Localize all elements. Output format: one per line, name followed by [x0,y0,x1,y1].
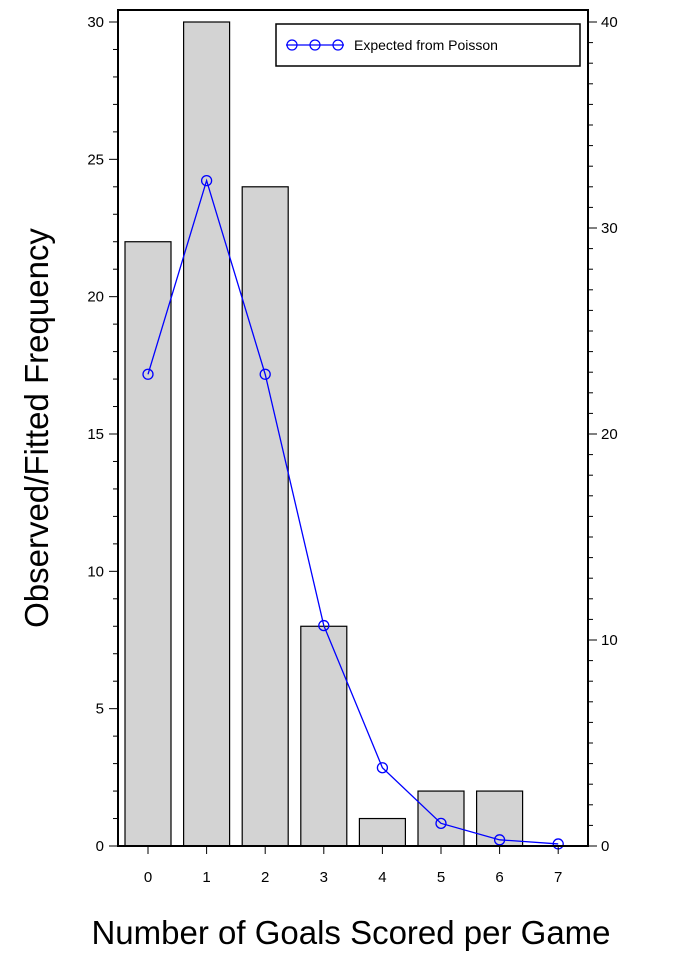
right-tick-label: 40 [601,14,618,31]
expected-point [200,174,213,187]
expected-line [147,178,559,845]
left-tick-label: 15 [87,426,104,443]
x-tick-label: 2 [261,869,269,886]
left-tick-label: 25 [87,151,104,168]
legend: Expected from Poisson [275,23,581,67]
right-tick-label: 0 [601,838,609,855]
expected-point [318,619,330,632]
bar [124,241,172,847]
x-tick-label: 4 [378,869,386,886]
legend-label: Expected from Poisson [354,37,498,53]
x-tick-label: 6 [495,869,503,886]
bar [476,790,524,847]
left-tick-label: 10 [87,563,104,580]
x-axis: 0 1 2 3 4 5 6 7 [144,846,562,886]
expected-point [435,817,447,829]
x-tick-label: 5 [437,869,445,886]
x-tick-label: 3 [320,869,328,886]
left-tick-label: 0 [96,838,104,855]
y-axis-title: Observed/Fitted Frequency [18,228,55,628]
left-tick-label: 5 [96,701,104,718]
right-tick-label: 20 [601,426,618,443]
right-tick-label: 10 [601,632,618,649]
expected-line-group [142,174,564,850]
x-tick-label: 0 [144,869,152,886]
expected-point [376,762,389,774]
legend-marker [286,39,298,51]
expected-point [493,834,506,846]
legend-marker [309,39,321,51]
left-axis: 0 5 10 15 20 25 30 [87,14,118,855]
expected-point [259,368,271,380]
x-axis-title: Number of Goals Scored per Game [91,914,610,951]
right-axis: 0 10 20 30 40 [588,14,618,855]
x-tick-label: 7 [554,869,562,886]
bars-group [124,21,524,847]
expected-point [142,368,154,380]
left-tick-label: 20 [87,289,104,306]
bar [358,817,406,847]
left-tick-label: 30 [87,14,104,31]
right-tick-label: 30 [601,220,618,237]
bar [241,186,289,847]
bar [300,625,348,847]
legend-marker [332,39,344,51]
bar [183,21,231,847]
x-tick-label: 1 [202,869,210,886]
plot-frame [117,9,589,847]
